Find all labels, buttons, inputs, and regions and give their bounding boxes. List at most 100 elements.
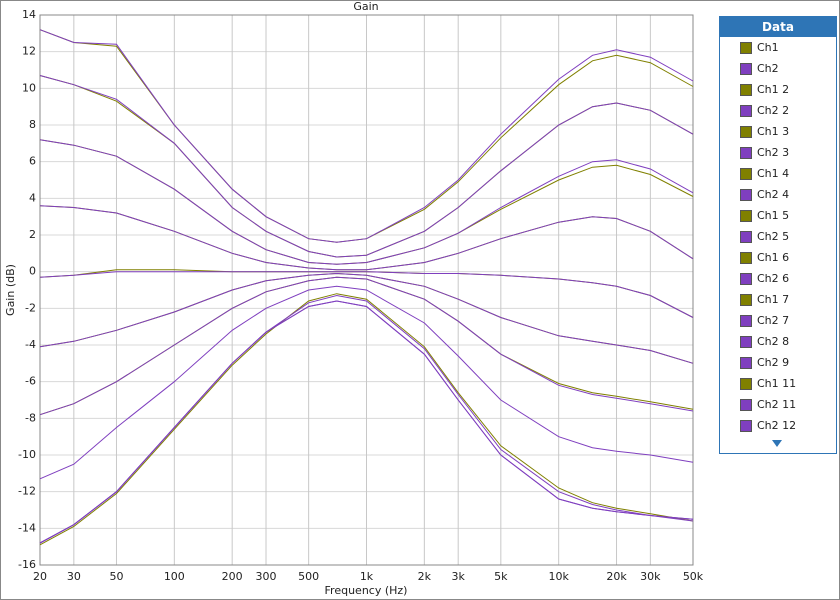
- legend-swatch: [740, 62, 752, 75]
- series-line: [39, 276, 694, 416]
- legend-swatch: [740, 167, 752, 180]
- y-tick-label: -2: [25, 301, 36, 314]
- legend-item[interactable]: Ch2: [720, 58, 836, 79]
- legend: Data Ch1 Ch2 Ch1 2 Ch2 2 Ch1 3 Ch2 3 Ch1 4 Ch2 …: [719, 16, 837, 454]
- legend-label: Ch2 4: [757, 188, 790, 201]
- legend-item[interactable]: Ch2 8: [720, 331, 836, 352]
- legend-label: Ch1 7: [757, 293, 790, 306]
- y-tick-label: -6: [25, 375, 36, 388]
- x-tick-label: 30: [67, 570, 81, 583]
- legend-label: Ch1 6: [757, 251, 790, 264]
- chart: Gain Frequency (Hz) Gain (dB) AP 1412108…: [4, 0, 704, 597]
- legend-swatch: [740, 251, 752, 264]
- legend-item[interactable]: Ch1 4: [720, 163, 836, 184]
- legend-item[interactable]: Ch1 6: [720, 247, 836, 268]
- legend-label: Ch2 3: [757, 146, 790, 159]
- x-tick-label: 30k: [640, 570, 661, 583]
- legend-swatch: [740, 146, 752, 159]
- legend-items: Ch1 Ch2 Ch1 2 Ch2 2 Ch1 3 Ch2 3 Ch1 4 Ch2 4 Ch1 …: [720, 37, 836, 436]
- x-tick-label: 100: [164, 570, 185, 583]
- y-tick-label: 0: [29, 265, 36, 278]
- legend-label: Ch2 9: [757, 356, 790, 369]
- y-tick-label: -12: [18, 485, 36, 498]
- x-tick-label: 200: [222, 570, 243, 583]
- legend-swatch: [740, 125, 752, 138]
- legend-item[interactable]: Ch2 4: [720, 184, 836, 205]
- y-tick-label: -8: [25, 411, 36, 424]
- series-line: [39, 205, 694, 271]
- legend-swatch: [740, 377, 752, 390]
- y-tick-label: -4: [25, 338, 36, 351]
- legend-item[interactable]: Ch1 3: [720, 121, 836, 142]
- legend-label: Ch1 5: [757, 209, 790, 222]
- legend-swatch: [740, 293, 752, 306]
- x-tick-label: 2k: [418, 570, 432, 583]
- legend-label: Ch2 2: [757, 104, 790, 117]
- y-tick-label: 2: [29, 228, 36, 241]
- series-line: [39, 285, 694, 480]
- legend-swatch: [740, 419, 752, 432]
- y-tick-label: 6: [29, 155, 36, 168]
- y-axis-label: Gain (dB): [4, 264, 17, 316]
- legend-item[interactable]: Ch1 2: [720, 79, 836, 100]
- y-tick-label: -14: [18, 521, 36, 534]
- x-tick-label: 1k: [360, 570, 374, 583]
- x-tick-label: 20: [33, 570, 47, 583]
- legend-item[interactable]: Ch2 2: [720, 100, 836, 121]
- legend-item[interactable]: Ch1 7: [720, 289, 836, 310]
- legend-swatch: [740, 314, 752, 327]
- x-tick-label: 300: [256, 570, 277, 583]
- legend-swatch: [740, 209, 752, 222]
- y-tick-label: 12: [22, 45, 36, 58]
- y-tick-label: 8: [29, 118, 36, 131]
- legend-label: Ch1 4: [757, 167, 790, 180]
- legend-swatch: [740, 272, 752, 285]
- legend-swatch: [740, 230, 752, 243]
- legend-label: Ch2 6: [757, 272, 790, 285]
- y-tick-label: -10: [18, 448, 36, 461]
- y-tick-label: 14: [22, 8, 36, 21]
- legend-label: Ch2: [757, 62, 779, 75]
- legend-label: Ch2 5: [757, 230, 790, 243]
- legend-item[interactable]: Ch1 11: [720, 373, 836, 394]
- legend-item[interactable]: Ch1 5: [720, 205, 836, 226]
- legend-swatch: [740, 104, 752, 117]
- x-tick-label: 5k: [494, 570, 508, 583]
- legend-item[interactable]: Ch2 5: [720, 226, 836, 247]
- scroll-arrow[interactable]: [772, 440, 782, 447]
- series-line: [39, 272, 694, 364]
- x-tick-label: 20k: [606, 570, 627, 583]
- x-axis-label: Frequency (Hz): [325, 584, 408, 597]
- legend-item[interactable]: Ch2 7: [720, 310, 836, 331]
- legend-item[interactable]: Ch2 9: [720, 352, 836, 373]
- legend-label: Ch2 12: [757, 419, 797, 432]
- legend-item[interactable]: Ch2 3: [720, 142, 836, 163]
- legend-label: Ch2 11: [757, 398, 797, 411]
- legend-label: Ch1: [757, 41, 779, 54]
- legend-swatch: [740, 356, 752, 369]
- series-line: [39, 293, 694, 546]
- series-line: [39, 29, 694, 243]
- legend-item[interactable]: Ch2 11: [720, 394, 836, 415]
- legend-swatch: [740, 41, 752, 54]
- y-tick-label: 4: [29, 191, 36, 204]
- x-tick-label: 3k: [452, 570, 466, 583]
- legend-title: Data: [720, 17, 836, 37]
- x-tick-label: 500: [298, 570, 319, 583]
- y-tick-label: 10: [22, 81, 36, 94]
- legend-item[interactable]: Ch1: [720, 37, 836, 58]
- legend-swatch: [740, 398, 752, 411]
- legend-label: Ch1 2: [757, 83, 790, 96]
- legend-item[interactable]: Ch2 6: [720, 268, 836, 289]
- legend-swatch: [740, 335, 752, 348]
- x-tick-label: 50k: [683, 570, 704, 583]
- legend-label: Ch1 11: [757, 377, 797, 390]
- plot-border: [39, 14, 694, 566]
- x-tick-label: 50: [109, 570, 123, 583]
- legend-swatch: [740, 188, 752, 201]
- series-line: [39, 139, 694, 265]
- legend-item[interactable]: Ch2 12: [720, 415, 836, 436]
- y-tick-label: -16: [18, 558, 36, 571]
- x-tick-label: 10k: [548, 570, 569, 583]
